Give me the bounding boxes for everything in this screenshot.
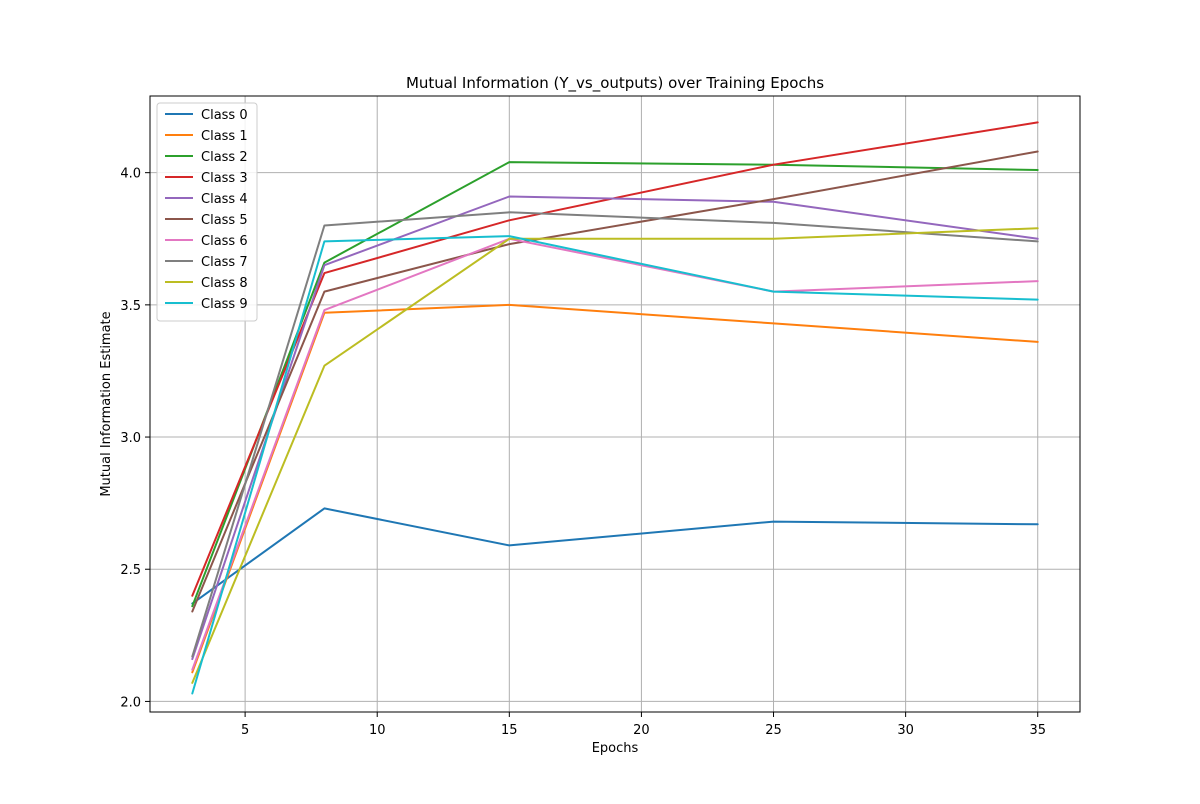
- y-axis-label: Mutual Information Estimate: [99, 311, 114, 496]
- plot-frame: [149, 95, 1081, 713]
- series-line-class-8: [191, 227, 1039, 684]
- series-line-class-1: [191, 303, 1039, 674]
- x-tick-label: 10: [369, 723, 386, 738]
- legend: Class 0 Class 1 Class 2 Class 3 Class 4 Class…: [156, 102, 258, 322]
- series-line-class-3: [191, 121, 1039, 597]
- series-line-class-5: [191, 150, 1039, 613]
- legend-label-class-4: Class 4: [201, 192, 248, 207]
- legend-label-class-6: Class 6: [201, 234, 248, 249]
- chart-title: Mutual Information (Y_vs_outputs) over T…: [406, 74, 824, 93]
- series-line-class-9: [191, 235, 1039, 695]
- legend-label-class-5: Class 5: [201, 213, 248, 228]
- series-line-class-2: [191, 161, 1039, 608]
- x-tick-label: 35: [1029, 723, 1046, 738]
- legend-label-class-0: Class 0: [201, 108, 248, 123]
- series-line-class-4: [191, 195, 1039, 661]
- y-tick-label: 3.5: [120, 299, 141, 314]
- x-tick-label: 25: [765, 723, 782, 738]
- y-tick-label: 4.0: [120, 167, 141, 182]
- x-axis-label: Epochs: [592, 741, 639, 756]
- legend-label-class-9: Class 9: [201, 297, 248, 312]
- x-tick-label: 20: [633, 723, 650, 738]
- x-axis: 5 10 15 20 25 30 35: [241, 712, 1046, 738]
- legend-label-class-7: Class 7: [201, 255, 248, 270]
- series-line-class-7: [191, 211, 1039, 658]
- x-tick-label: 5: [241, 723, 249, 738]
- legend-label-class-2: Class 2: [201, 150, 248, 165]
- x-tick-label: 15: [501, 723, 518, 738]
- legend-label-class-8: Class 8: [201, 276, 248, 291]
- legend-label-class-3: Class 3: [201, 171, 248, 186]
- y-tick-label: 3.0: [120, 431, 141, 446]
- series-layer: [191, 121, 1039, 695]
- y-tick-label: 2.5: [120, 563, 141, 578]
- legend-box: [156, 102, 258, 322]
- legend-label-class-1: Class 1: [201, 129, 248, 144]
- y-tick-label: 2.0: [120, 695, 141, 710]
- x-tick-label: 30: [897, 723, 914, 738]
- series-line-class-0: [191, 507, 1039, 605]
- y-axis: 2.0 2.5 3.0 3.5 4.0: [120, 167, 150, 710]
